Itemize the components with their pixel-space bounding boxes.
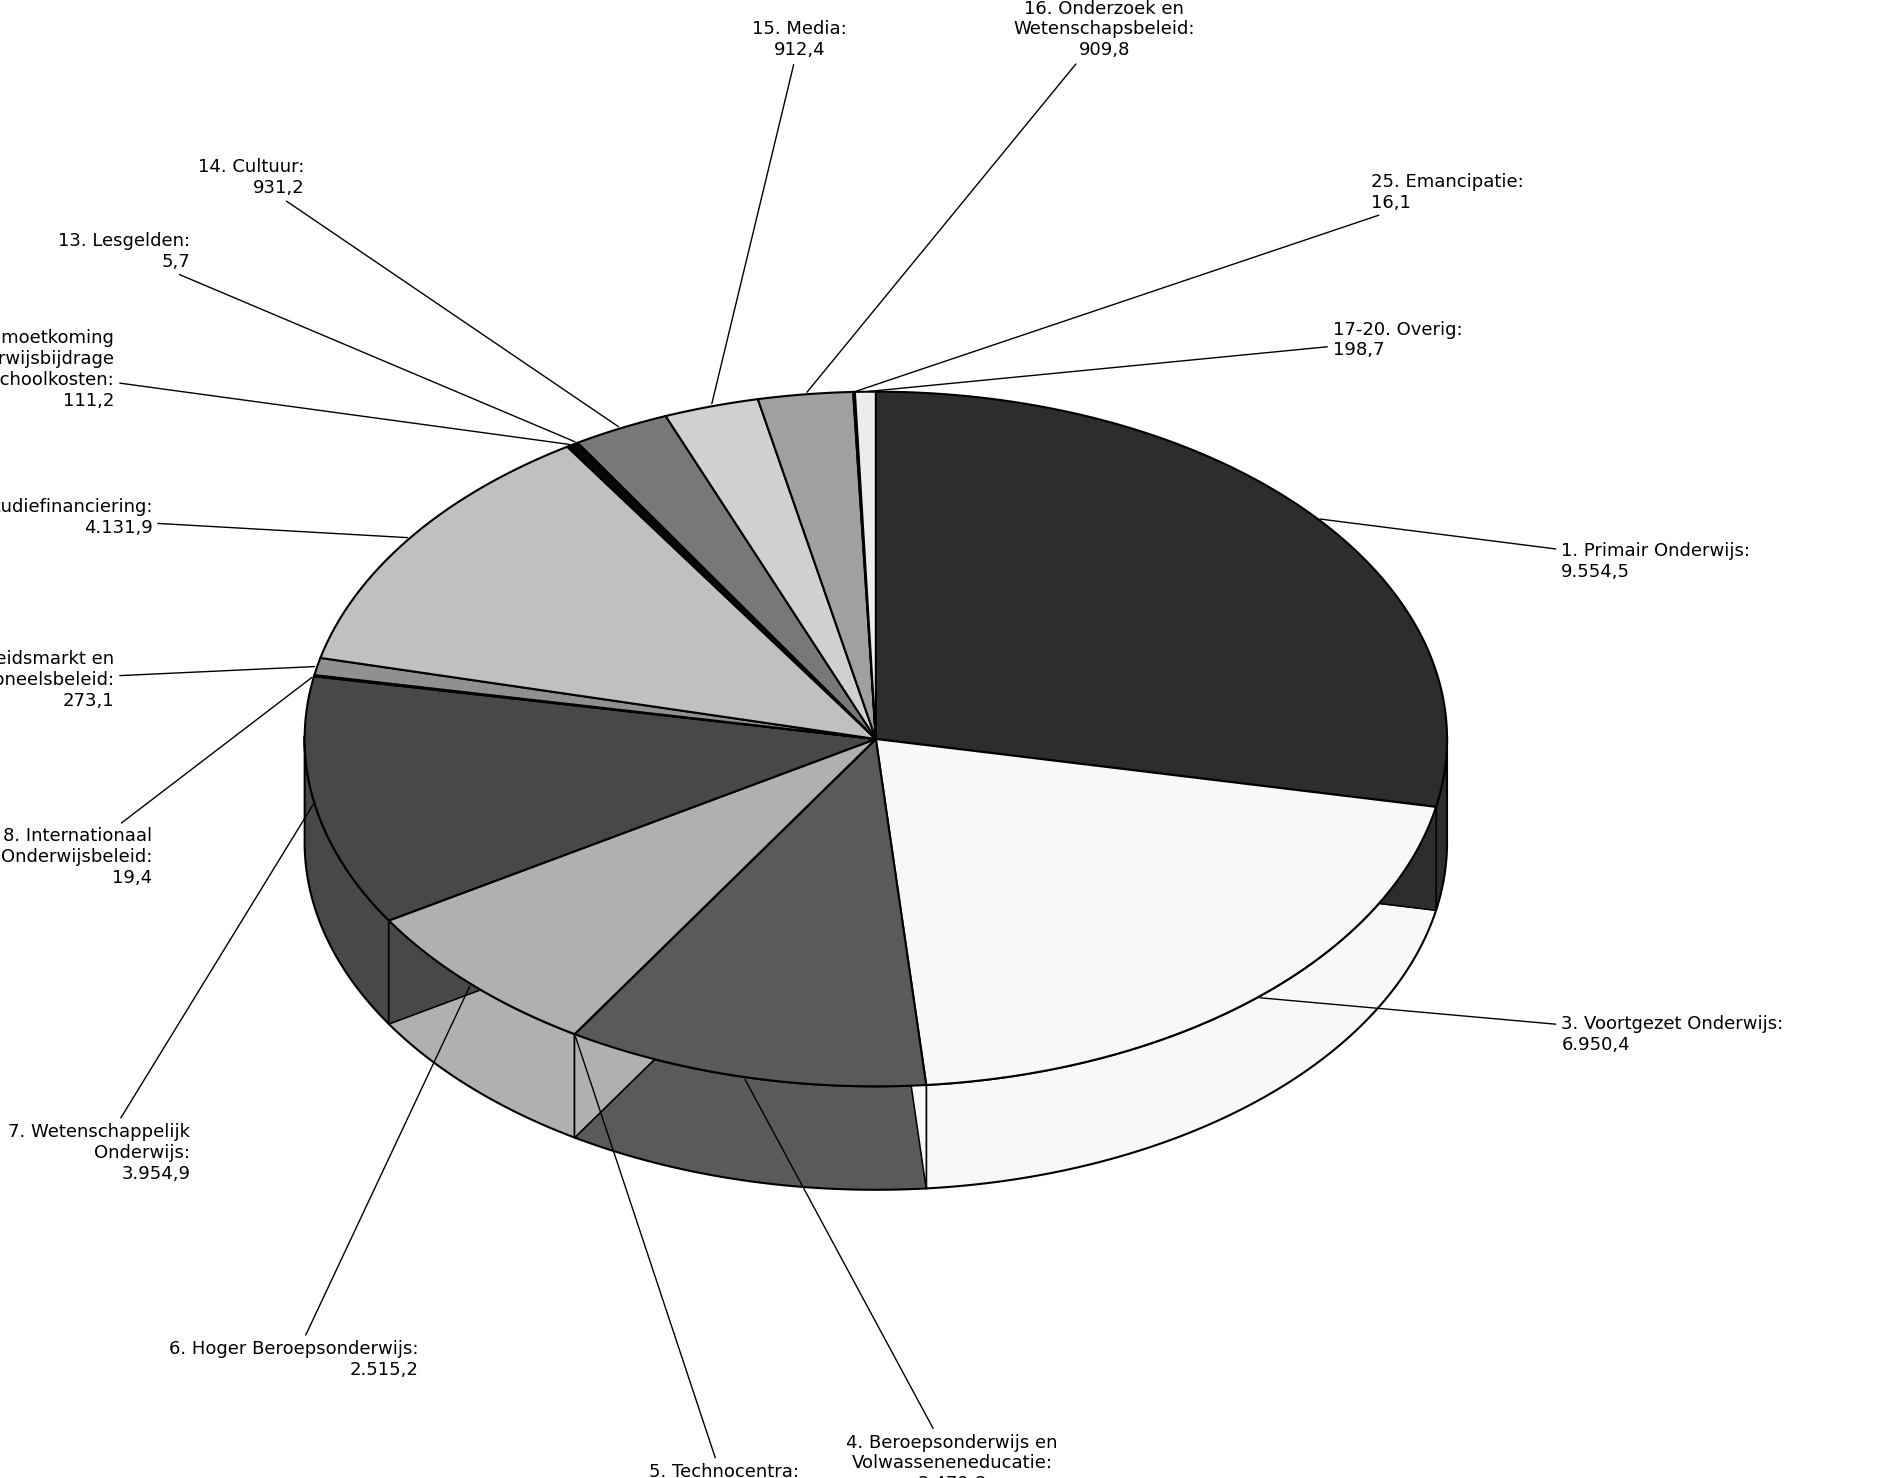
Polygon shape [575,739,876,1138]
Text: 7. Wetenschappelijk
Onderwijs:
3.954,9: 7. Wetenschappelijk Onderwijs: 3.954,9 [8,806,312,1182]
Text: 11. Studiefinanciering:
4.131,9: 11. Studiefinanciering: 4.131,9 [0,498,407,538]
Polygon shape [876,739,1436,1085]
Polygon shape [577,443,876,739]
Text: 8. Internationaal
Onderwijsbeleid:
19,4: 8. Internationaal Onderwijsbeleid: 19,4 [0,677,312,887]
Text: 9. Arbeidsmarkt en
personeelsbeleid:
273,1: 9. Arbeidsmarkt en personeelsbeleid: 273… [0,650,314,709]
Polygon shape [855,392,876,739]
Polygon shape [314,658,876,739]
Polygon shape [305,736,388,1024]
Polygon shape [876,739,925,1188]
Polygon shape [388,739,876,1024]
Polygon shape [388,739,876,1024]
Text: 14. Cultuur:
931,2: 14. Cultuur: 931,2 [198,158,619,427]
Polygon shape [388,921,575,1138]
Polygon shape [758,392,876,739]
Polygon shape [575,739,925,1086]
Polygon shape [876,739,1436,910]
Polygon shape [320,446,876,739]
Polygon shape [925,807,1436,1188]
Text: 16. Onderzoek en
Wetenschapsbeleid:
909,8: 16. Onderzoek en Wetenschapsbeleid: 909,… [807,0,1196,392]
Polygon shape [388,739,876,1035]
Text: 4. Beroepsonderwijs en
Volwasseneneducatie:
3.479,8: 4. Beroepsonderwijs en Volwasseneneducat… [744,1079,1059,1478]
Text: 17-20. Overig:
198,7: 17-20. Overig: 198,7 [868,321,1462,392]
Polygon shape [666,399,876,739]
Polygon shape [575,1035,925,1190]
Polygon shape [577,415,876,739]
Text: 15. Media:
912,4: 15. Media: 912,4 [712,21,847,403]
Text: 1. Primair Onderwijs:
9.554,5: 1. Primair Onderwijs: 9.554,5 [1319,519,1750,581]
Polygon shape [575,739,876,1138]
Polygon shape [567,443,876,739]
Polygon shape [1436,736,1447,910]
Text: 25. Emancipatie:
16,1: 25. Emancipatie: 16,1 [857,173,1523,392]
Polygon shape [575,739,876,1138]
Polygon shape [853,392,876,739]
Polygon shape [575,739,876,1138]
Text: 3. Voortgezet Onderwijs:
6.950,4: 3. Voortgezet Onderwijs: 6.950,4 [1260,998,1784,1054]
Text: 5. Technocentra:
0,0: 5. Technocentra: 0,0 [575,1036,798,1478]
Polygon shape [305,677,876,921]
Text: 12. Tegemoetkoming
onderwijsbijdrage
en schoolkosten:
111,2: 12. Tegemoetkoming onderwijsbijdrage en … [0,330,569,445]
Text: 13. Lesgelden:
5,7: 13. Lesgelden: 5,7 [59,232,575,442]
Polygon shape [876,739,1436,910]
Polygon shape [314,675,876,739]
Polygon shape [876,392,1447,807]
Polygon shape [876,739,925,1188]
Polygon shape [575,739,876,1035]
Text: 6. Hoger Beroepsonderwijs:
2.515,2: 6. Hoger Beroepsonderwijs: 2.515,2 [169,986,470,1379]
